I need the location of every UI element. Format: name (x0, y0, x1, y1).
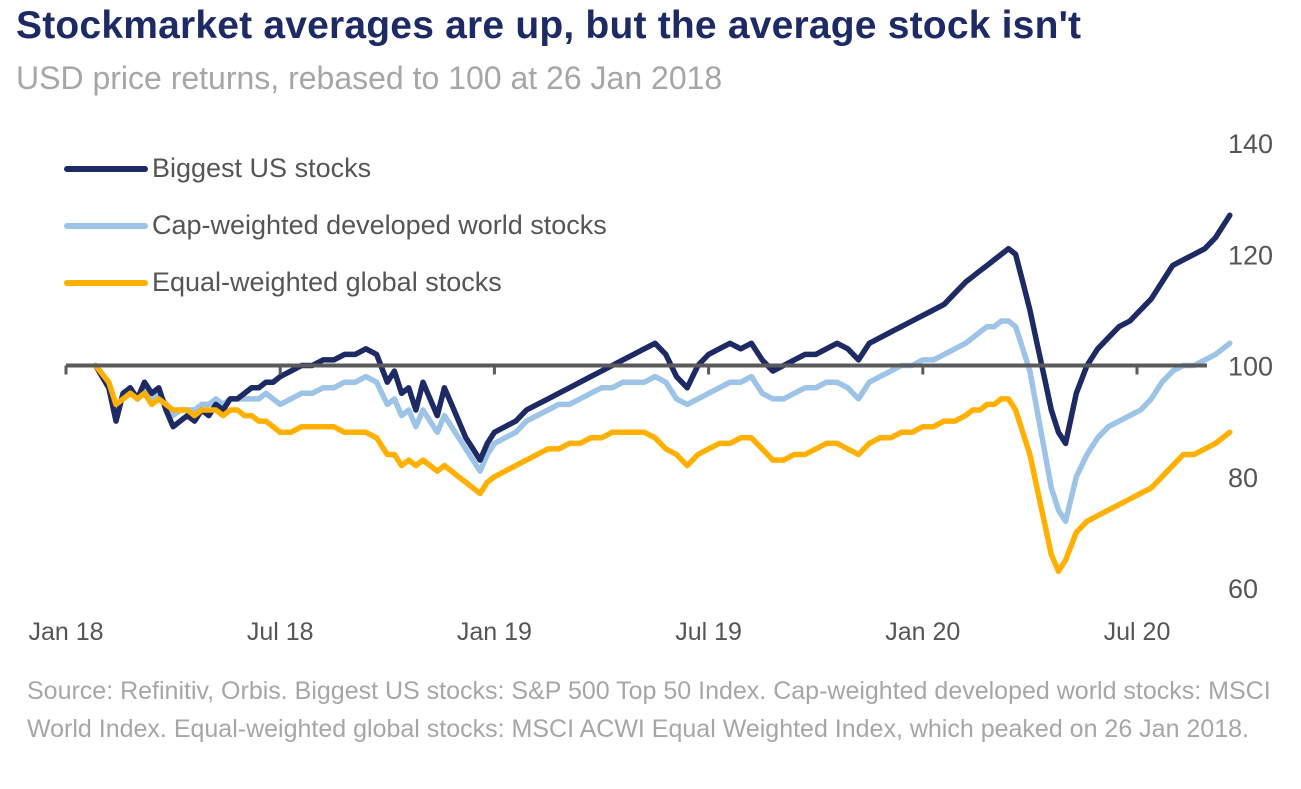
y-axis-ticks: 60 80 100 120 140 (1228, 129, 1273, 604)
legend: Biggest US stocks Cap-weighted developed… (64, 140, 607, 311)
y-tick-label: 120 (1228, 240, 1273, 270)
y-tick-label: 60 (1228, 574, 1258, 604)
chart-subtitle: USD price returns, rebased to 100 at 26 … (16, 60, 723, 96)
series-layer (92, 212, 1233, 575)
x-tick-label: Jul 20 (1104, 618, 1171, 646)
axis-layer (64, 363, 1207, 375)
x-tick-label: Jul 19 (675, 618, 742, 646)
legend-label: Equal-weighted global stocks (152, 267, 502, 297)
y-tick-label: 100 (1228, 352, 1273, 382)
series-line-biggest-us (92, 212, 1233, 463)
x-axis-ticks: Jan 18 Jul 18 Jan 19 Jul 19 Jan 20 Jul 20 (28, 618, 1170, 646)
legend-item-equal-weighted: Equal-weighted global stocks (64, 254, 607, 311)
legend-item-biggest-us: Biggest US stocks (64, 140, 607, 197)
series-line-equal-weighted (92, 362, 1233, 575)
legend-swatch-equal-weighted (64, 279, 148, 286)
x-tick-label: Jan 18 (28, 618, 103, 646)
source-note: Source: Refinitiv, Orbis. Biggest US sto… (27, 677, 1271, 743)
y-tick-label: 80 (1228, 463, 1258, 493)
chart-title: Stockmarket averages are up, but the ave… (16, 4, 1082, 47)
legend-label: Biggest US stocks (152, 153, 372, 183)
x-tick-label: Jan 19 (457, 618, 532, 646)
x-tick-label: Jul 18 (247, 618, 314, 646)
legend-label: Cap-weighted developed world stocks (152, 210, 607, 240)
y-tick-label: 140 (1228, 129, 1273, 159)
legend-item-cap-weighted: Cap-weighted developed world stocks (64, 197, 607, 254)
legend-swatch-cap-weighted (64, 222, 148, 229)
legend-swatch-biggest-us (64, 165, 148, 172)
series-line-cap-weighted (92, 318, 1233, 525)
x-tick-label: Jan 20 (885, 618, 960, 646)
